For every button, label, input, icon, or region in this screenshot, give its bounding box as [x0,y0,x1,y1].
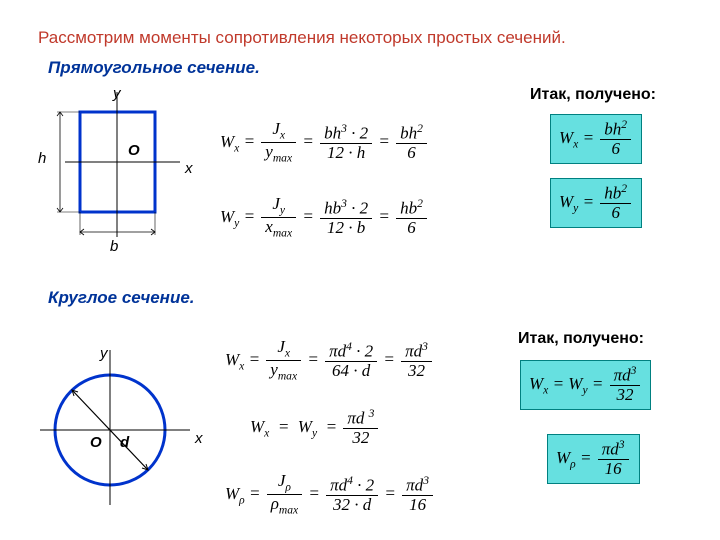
rect-b-label: b [110,238,118,255]
rect-x-label: x [185,160,193,177]
rect-header: Прямоугольное сечение. [48,58,260,78]
circ-eq-wx: Wx = Jxymax = πd4 · 264 · d = πd332 [225,338,434,383]
page-title: Рассмотрим моменты сопротивления некотор… [38,28,566,48]
rect-eq-wx: Wx = Jxymax = bh3 · 212 · h = bh26 [220,120,429,165]
circ-eq-wxwy: Wx = Wy = πd 332 [250,408,380,448]
circ-header: Круглое сечение. [48,288,195,308]
circ-result-wrho: Wρ = πd316 [547,434,640,484]
circ-diagram [30,330,220,520]
rect-O-label: O [128,142,140,159]
circ-O-label: O [90,434,102,451]
rect-result-wx: Wx = bh26 [550,114,642,164]
rect-diagram [30,82,220,272]
circ-eq-wrho: Wρ = Jρρmax = πd4 · 232 · d = πd316 [225,472,435,517]
rect-result-wy: Wy = hb26 [550,178,642,228]
rect-y-label: y [113,85,121,102]
rect-result-label: Итак, получено: [530,86,656,104]
circ-y-label: y [100,345,108,362]
rect-eq-wy: Wy = Jyxmax = hb3 · 212 · b = hb26 [220,195,429,240]
circ-result-wxwy: Wx = Wy = πd332 [520,360,651,410]
circ-result-label: Итак, получено: [518,330,644,348]
circ-d-label: d [120,434,129,451]
circ-x-label: x [195,430,203,447]
rect-h-label: h [38,150,46,167]
